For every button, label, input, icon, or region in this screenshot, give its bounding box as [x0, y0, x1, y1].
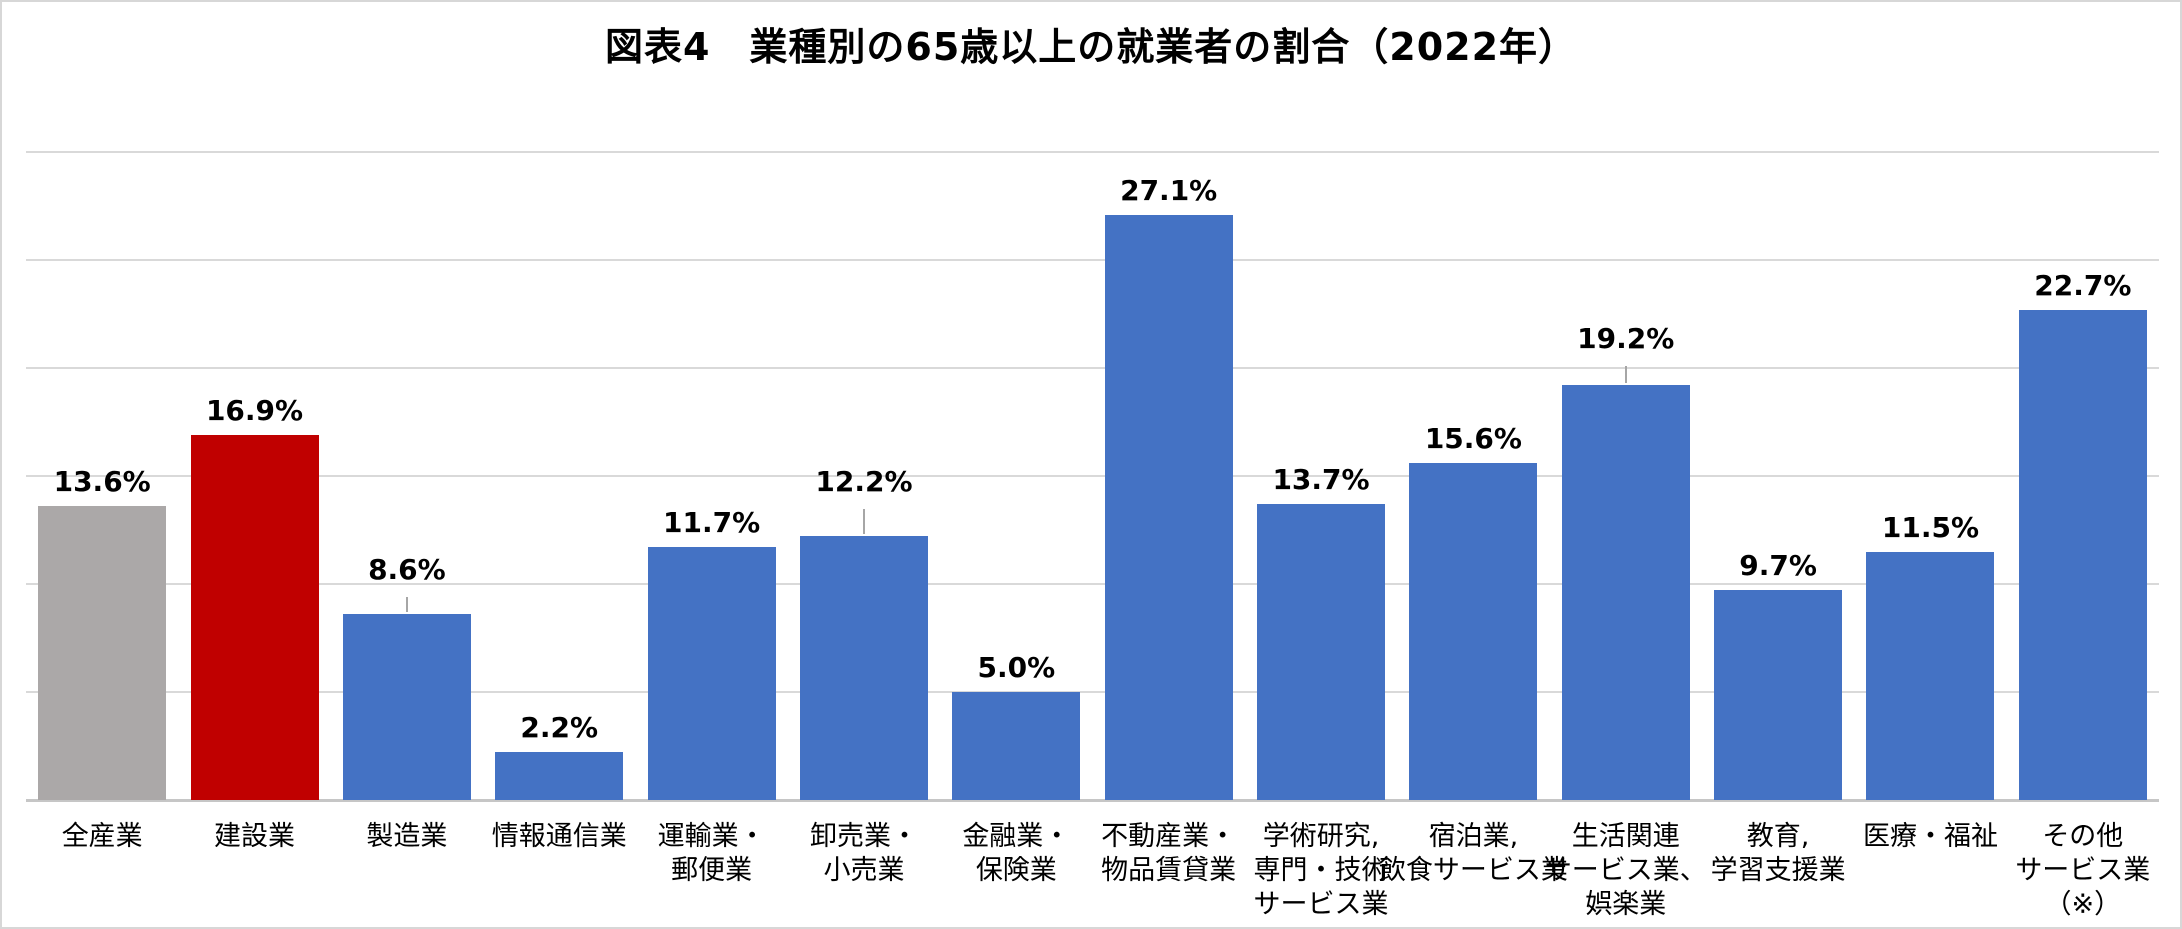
- x-axis-category-label-line: 不動産業・: [1101, 821, 1237, 852]
- bar-value-label: 15.6%: [1424, 422, 1522, 456]
- bar: [38, 506, 167, 800]
- x-axis-category-label-line: 保険業: [975, 855, 1057, 886]
- gridline-5pct: [26, 691, 2159, 693]
- x-axis-category-label: 医療・福祉: [1800, 820, 2060, 854]
- gridline-25pct: [26, 259, 2159, 261]
- x-axis-category-label-line: 卸売業・: [809, 821, 918, 852]
- bar-value-label: 12.2%: [815, 465, 913, 499]
- gridline-15pct: [26, 475, 2159, 477]
- bar-value-label: 27.1%: [1120, 173, 1218, 207]
- bar: [1561, 385, 1690, 800]
- x-axis-category-label-line: 宿泊業,: [1428, 821, 1519, 852]
- x-axis-category-label-line: 製造業: [366, 821, 448, 852]
- gridline-20pct: [26, 367, 2159, 369]
- x-axis-category-label-line: 生活関連: [1571, 821, 1680, 852]
- bar: [190, 434, 319, 800]
- x-axis-category-label: 建設業: [125, 820, 385, 854]
- x-axis-category-label-line: 全産業: [61, 821, 143, 852]
- x-axis-category-label-line: 娯楽業: [1585, 889, 1667, 920]
- x-axis-category-label: 情報通信業: [429, 820, 689, 854]
- x-axis-category-label-line: （※）: [2044, 889, 2122, 920]
- x-axis-category-label-line: 運輸業・: [657, 821, 766, 852]
- x-axis-category-label: その他 サービス業 （※）: [1953, 820, 2180, 922]
- x-axis-category-label-line: 専門・技術: [1253, 855, 1389, 886]
- x-axis-category-label-line: 医療・福祉: [1862, 821, 1998, 852]
- bar: [1409, 463, 1538, 800]
- bar-value-label: 19.2%: [1577, 322, 1675, 356]
- label-leader-line: [862, 509, 865, 535]
- bar: [647, 547, 776, 800]
- bar-value-label: 13.7%: [1272, 463, 1370, 497]
- bar-value-label: 5.0%: [977, 651, 1056, 684]
- x-axis-category-label: 卸売業・ 小売業: [734, 820, 994, 888]
- x-axis-category-label-line: その他: [2042, 821, 2124, 852]
- gridline-30pct: [26, 151, 2159, 153]
- bar: [1257, 504, 1386, 800]
- x-axis-category-label: 製造業: [277, 820, 537, 854]
- bar-value-label: 9.7%: [1739, 549, 1817, 583]
- bar-value-label: 11.5%: [1881, 510, 1980, 544]
- bar: [799, 536, 928, 800]
- bar: [1714, 590, 1843, 800]
- x-axis-category-label: 不動産業・ 物品賃貸業: [1039, 820, 1299, 888]
- bar: [342, 614, 471, 800]
- x-axis-category-label-line: 教育,: [1746, 821, 1810, 852]
- x-axis-category-label: 教育, 学習支援業: [1648, 820, 1908, 888]
- bar: [1866, 551, 1995, 800]
- x-axis-category-label-line: 情報通信業: [491, 821, 627, 852]
- x-axis-category-label-line: サービス業: [2015, 855, 2151, 886]
- x-axis-category-label-line: 金融業・: [962, 821, 1071, 852]
- x-axis-category-label: 学術研究, 専門・技術 サービス業: [1191, 820, 1451, 922]
- gridline-10pct: [26, 583, 2159, 585]
- x-axis-category-label: 金融業・ 保険業: [886, 820, 1146, 888]
- x-axis-category-label-line: 学術研究,: [1262, 821, 1380, 852]
- bar-value-label: 2.2%: [520, 711, 599, 745]
- bar: [952, 692, 1081, 800]
- x-axis-category-label-line: 物品賃貸業: [1101, 855, 1237, 886]
- label-leader-line: [405, 597, 408, 613]
- bar-value-label: 8.6%: [368, 553, 446, 587]
- x-axis-category-label-line: 飲食サービス業: [1378, 855, 1568, 886]
- x-axis-category-label: 生活関連 サービス業、 娯楽業: [1496, 820, 1756, 922]
- x-axis-category-label: 宿泊業, 飲食サービス業: [1343, 820, 1603, 888]
- x-axis-category-label-line: サービス業: [1253, 889, 1389, 920]
- bar-value-label: 11.7%: [663, 506, 761, 540]
- bar: [495, 752, 624, 800]
- bar-value-label: 22.7%: [2034, 268, 2132, 302]
- x-axis-category-label-line: 郵便業: [671, 855, 753, 886]
- bar-value-label: 16.9%: [205, 393, 304, 427]
- x-axis-category-label-line: 学習支援業: [1710, 855, 1846, 886]
- x-axis-category-label-line: 建設業: [214, 821, 296, 852]
- bar: [1104, 214, 1233, 800]
- x-axis-category-label-line: サービス業、: [1544, 855, 1707, 886]
- bar-value-label: 13.6%: [53, 465, 151, 499]
- x-axis-line: [26, 799, 2159, 802]
- x-axis-category-label: 運輸業・ 郵便業: [582, 820, 842, 888]
- bar: [2018, 309, 2147, 800]
- x-axis-category-label-line: 小売業: [823, 855, 905, 886]
- x-axis-category-label: 全産業: [2, 820, 232, 854]
- label-leader-line: [1624, 366, 1627, 384]
- chart-title: 図表4 業種別の65歳以上の就業者の割合（2022年）: [604, 25, 1578, 69]
